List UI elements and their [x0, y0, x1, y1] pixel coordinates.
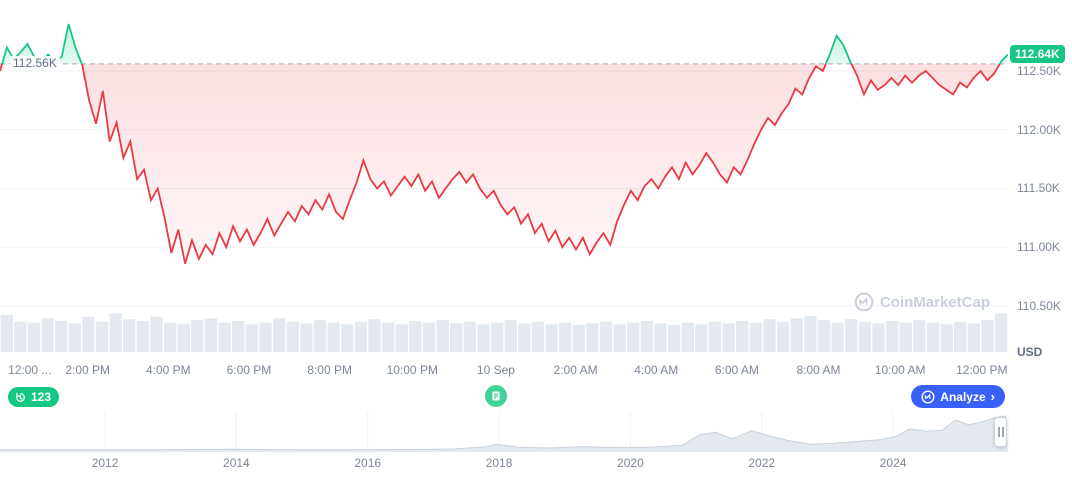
y-axis-unit: USD [1017, 345, 1043, 359]
x-axis-label: 4:00 PM [145, 363, 191, 377]
x-axis: 12:00 ... 2:00 PM 4:00 PM 6:00 PM 8:00 PM 10:… [0, 363, 1008, 379]
analyze-label: Analyze [940, 389, 986, 404]
current-price-badge: 112.64K [1010, 44, 1065, 63]
timeline-year-label: 2016 [354, 456, 382, 470]
y-axis-label: 112.00K [1017, 122, 1061, 137]
x-axis-label: 6:00 AM [714, 363, 759, 377]
y-axis-label: 111.50K [1017, 181, 1060, 196]
watermark-text: CoinMarketCap [879, 293, 990, 311]
timeline-handle[interactable] [994, 417, 1007, 447]
chart-toolbar-row: 123 Analyze › [0, 385, 1072, 411]
chevron-right-icon: › [990, 389, 995, 404]
history-count-badge[interactable]: 123 [8, 387, 60, 407]
baseline-price-label: 112.56K [10, 55, 60, 70]
timeline-year-label: 2018 [485, 456, 513, 470]
coinmarketcap-watermark: CoinMarketCap [854, 292, 990, 312]
timeline-years: 2012 2014 2016 2018 2020 2022 2024 [0, 456, 1008, 472]
x-axis-label: 2:00 PM [65, 363, 111, 377]
price-chart-canvas[interactable] [0, 0, 1008, 356]
document-icon [492, 391, 500, 401]
timeline-year-label: 2024 [879, 456, 907, 470]
x-axis-label: 6:00 PM [226, 363, 272, 377]
timeline-year-label: 2022 [748, 456, 776, 470]
price-chart[interactable]: 112.56K CoinMarketCap [0, 0, 1008, 356]
x-axis-label: 12:00 ... [8, 363, 52, 377]
timeline-minimap-canvas[interactable] [0, 412, 1008, 452]
timeline-year-label: 2012 [91, 456, 119, 470]
y-axis-label: 110.50K [1017, 298, 1061, 313]
x-axis-label: 10 Sep [476, 363, 515, 377]
x-axis-label: 12:00 PM [956, 363, 1008, 377]
history-count: 123 [31, 390, 52, 404]
x-axis-label: 2:00 AM [553, 363, 598, 377]
timeline-year-label: 2020 [617, 456, 644, 470]
news-event-marker[interactable] [485, 385, 507, 407]
timeline-minimap[interactable] [0, 412, 1008, 452]
x-axis-label: 4:00 AM [634, 363, 679, 377]
x-axis-label: 10:00 AM [874, 363, 926, 377]
y-axis: 112.64K 112.50K 112.00K 111.50K 111.00K 110.… [1008, 0, 1072, 359]
x-axis-label: 8:00 PM [307, 363, 352, 377]
coinmarketcap-logo-icon [921, 389, 935, 404]
y-axis-label: 111.00K [1017, 240, 1060, 255]
timeline-year-label: 2014 [223, 456, 250, 470]
y-axis-label: 112.50K [1017, 63, 1061, 78]
analyze-button[interactable]: Analyze › [911, 385, 1005, 408]
x-axis-label: 8:00 AM [796, 363, 841, 377]
history-clock-icon [16, 392, 25, 402]
x-axis-label: 10:00 PM [386, 363, 438, 377]
coinmarketcap-logo-icon [854, 292, 874, 312]
